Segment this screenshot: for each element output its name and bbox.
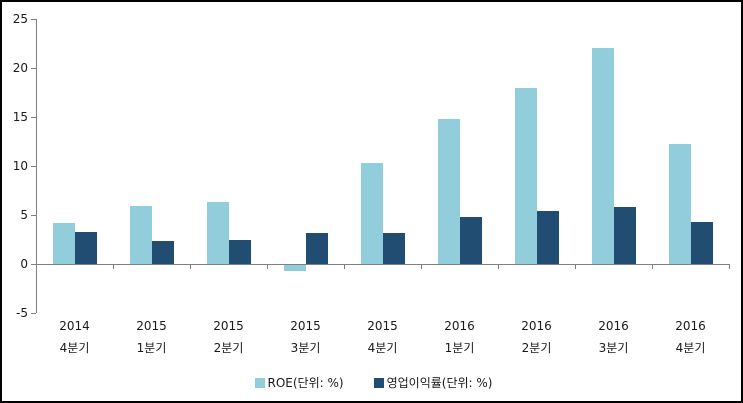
x-axis-label-quarter: 3분기 — [598, 341, 629, 355]
x-tick — [36, 264, 37, 269]
legend-label-operating-margin: 영업이익률(단위: %) — [386, 376, 493, 390]
legend: ROE(단위: %) 영업이익률(단위: %) — [2, 374, 741, 391]
x-tick — [113, 264, 114, 269]
y-axis-label: 15 — [12, 110, 28, 124]
x-tick — [729, 264, 730, 269]
bar-roe — [206, 202, 229, 264]
x-axis-label-year: 2015 — [290, 319, 321, 333]
bar-roe — [129, 206, 152, 264]
legend-swatch-operating-margin — [373, 377, 384, 388]
x-tick — [575, 264, 576, 269]
x-axis-label-quarter: 4분기 — [59, 341, 90, 355]
x-axis-label-year: 2015 — [213, 319, 244, 333]
x-tick — [421, 264, 422, 269]
y-tick — [31, 215, 36, 216]
legend-swatch-roe — [254, 377, 265, 388]
bar-roe — [52, 222, 75, 264]
y-axis-label: -5 — [16, 306, 28, 320]
x-axis-label-quarter: 2분기 — [213, 341, 244, 355]
y-axis-label: 20 — [12, 61, 28, 75]
x-tick — [267, 264, 268, 269]
legend-label-roe: ROE(단위: %) — [267, 376, 344, 390]
bar-roe — [283, 265, 306, 271]
x-axis-label-year: 2016 — [444, 319, 475, 333]
bar-operating-margin — [459, 216, 482, 264]
x-tick — [652, 264, 653, 269]
x-axis-line — [36, 264, 729, 265]
bar-operating-margin — [74, 231, 97, 264]
x-tick — [344, 264, 345, 269]
bar-roe — [437, 118, 460, 264]
y-tick — [31, 264, 36, 265]
legend-item-operating-margin: 영업이익률(단위: %) — [373, 374, 493, 391]
y-axis-label: 10 — [12, 159, 28, 173]
y-axis-label: 0 — [20, 257, 28, 271]
x-tick — [190, 264, 191, 269]
y-axis-label: 25 — [12, 12, 28, 26]
bar-operating-margin — [613, 207, 636, 264]
y-axis-label: 5 — [20, 208, 28, 222]
bar-roe — [591, 48, 614, 264]
x-axis-label-quarter: 4분기 — [675, 341, 706, 355]
bar-operating-margin — [151, 241, 174, 264]
x-axis-label-year: 2015 — [136, 319, 167, 333]
bar-operating-margin — [305, 232, 328, 264]
bar-operating-margin — [536, 211, 559, 264]
bar-roe — [668, 144, 691, 264]
x-axis-label-year: 2015 — [367, 319, 398, 333]
x-axis-label-year: 2016 — [521, 319, 552, 333]
x-axis-label-year: 2014 — [59, 319, 90, 333]
x-axis-label-quarter: 1분기 — [444, 341, 475, 355]
x-tick — [498, 264, 499, 269]
legend-item-roe: ROE(단위: %) — [254, 374, 344, 391]
y-tick — [31, 166, 36, 167]
bar-roe — [514, 87, 537, 264]
y-tick — [31, 68, 36, 69]
x-axis-label-quarter: 3분기 — [290, 341, 321, 355]
x-axis-label-year: 2016 — [675, 319, 706, 333]
bar-operating-margin — [228, 240, 251, 264]
y-tick — [31, 19, 36, 20]
x-axis-label-year: 2016 — [598, 319, 629, 333]
y-axis-line — [36, 19, 37, 313]
y-tick — [31, 313, 36, 314]
x-axis-label-quarter: 1분기 — [136, 341, 167, 355]
bar-operating-margin — [382, 232, 405, 264]
y-tick — [31, 117, 36, 118]
bar-roe — [360, 163, 383, 264]
x-axis-label-quarter: 2분기 — [521, 341, 552, 355]
x-axis-label-quarter: 4분기 — [367, 341, 398, 355]
bar-operating-margin — [690, 221, 713, 264]
